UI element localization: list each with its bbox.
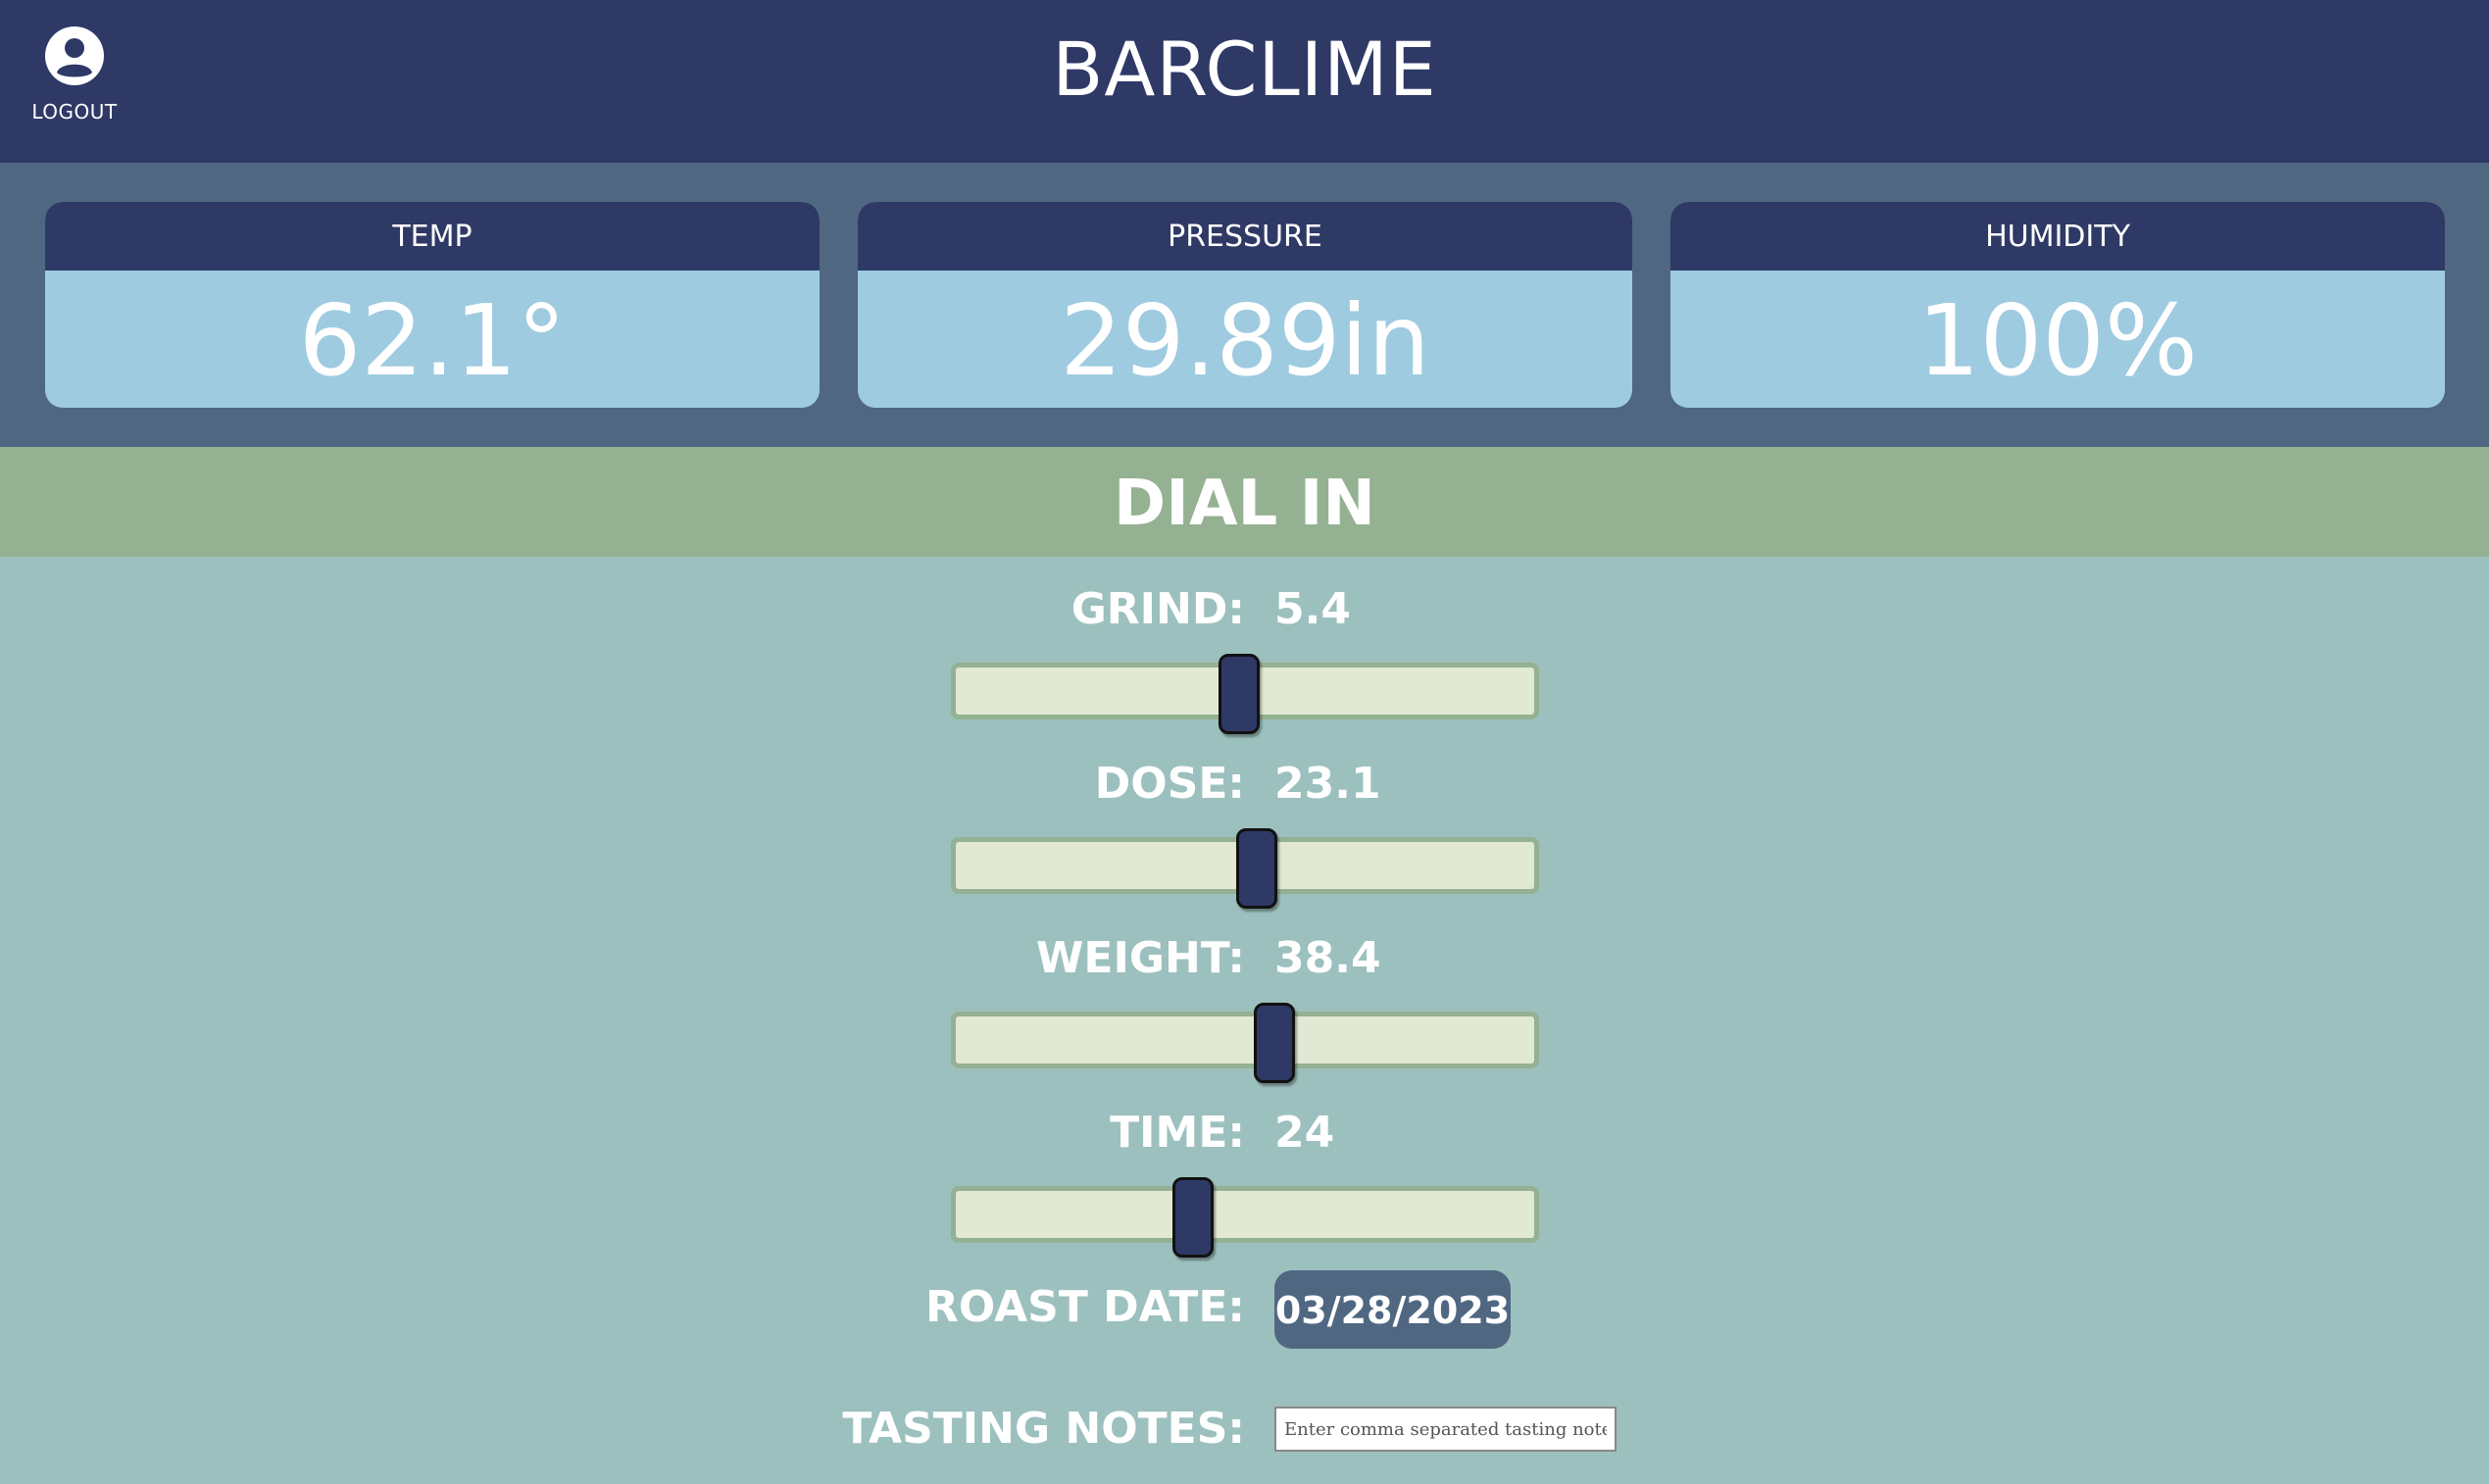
- temp-value: 62.1°: [298, 283, 567, 398]
- pressure-value: 29.89in: [1060, 283, 1430, 398]
- dose-value: 23.1: [1274, 759, 1381, 809]
- grind-label: GRIND:: [1070, 584, 1245, 634]
- grind-value: 5.4: [1274, 584, 1351, 634]
- tasting-notes-label: TASTING NOTES:: [842, 1404, 1245, 1454]
- dose-label: DOSE:: [1094, 759, 1245, 809]
- tasting-notes-input[interactable]: [1274, 1407, 1617, 1452]
- time-slider-thumb[interactable]: [1171, 1177, 1214, 1258]
- dose-slider[interactable]: [951, 828, 1539, 909]
- logout-button[interactable]: LOGOUT: [29, 25, 120, 124]
- app-title: BARCLIME: [1052, 25, 1437, 113]
- temp-card: TEMP 62.1°: [45, 202, 820, 408]
- humidity-label: HUMIDITY: [1670, 202, 2445, 271]
- roast-date-picker[interactable]: 03/28/2023: [1274, 1270, 1511, 1349]
- dose-slider-thumb[interactable]: [1235, 828, 1277, 909]
- pressure-label: PRESSURE: [858, 202, 1632, 271]
- pressure-card: PRESSURE 29.89in: [858, 202, 1632, 408]
- weight-slider[interactable]: [951, 1003, 1539, 1083]
- humidity-card: HUMIDITY 100%: [1670, 202, 2445, 408]
- weather-stats: TEMP 62.1° PRESSURE 29.89in HUMIDITY 100…: [0, 163, 2489, 447]
- time-label: TIME:: [1110, 1108, 1245, 1158]
- dial-in-title: DIAL IN: [0, 447, 2489, 557]
- humidity-value: 100%: [1917, 283, 2198, 398]
- logout-label: LOGOUT: [31, 100, 118, 124]
- user-circle-icon: [45, 26, 104, 85]
- roast-date-label: ROAST DATE:: [924, 1282, 1245, 1332]
- temp-label: TEMP: [45, 202, 820, 271]
- grind-slider[interactable]: [951, 654, 1539, 734]
- weight-value: 38.4: [1274, 933, 1381, 983]
- time-slider[interactable]: [951, 1177, 1539, 1258]
- time-value: 24: [1274, 1108, 1335, 1158]
- grind-slider-thumb[interactable]: [1219, 654, 1261, 734]
- weight-slider-thumb[interactable]: [1253, 1003, 1295, 1083]
- weight-label: WEIGHT:: [1035, 933, 1245, 983]
- app-header: LOGOUT BARCLIME: [0, 0, 2489, 163]
